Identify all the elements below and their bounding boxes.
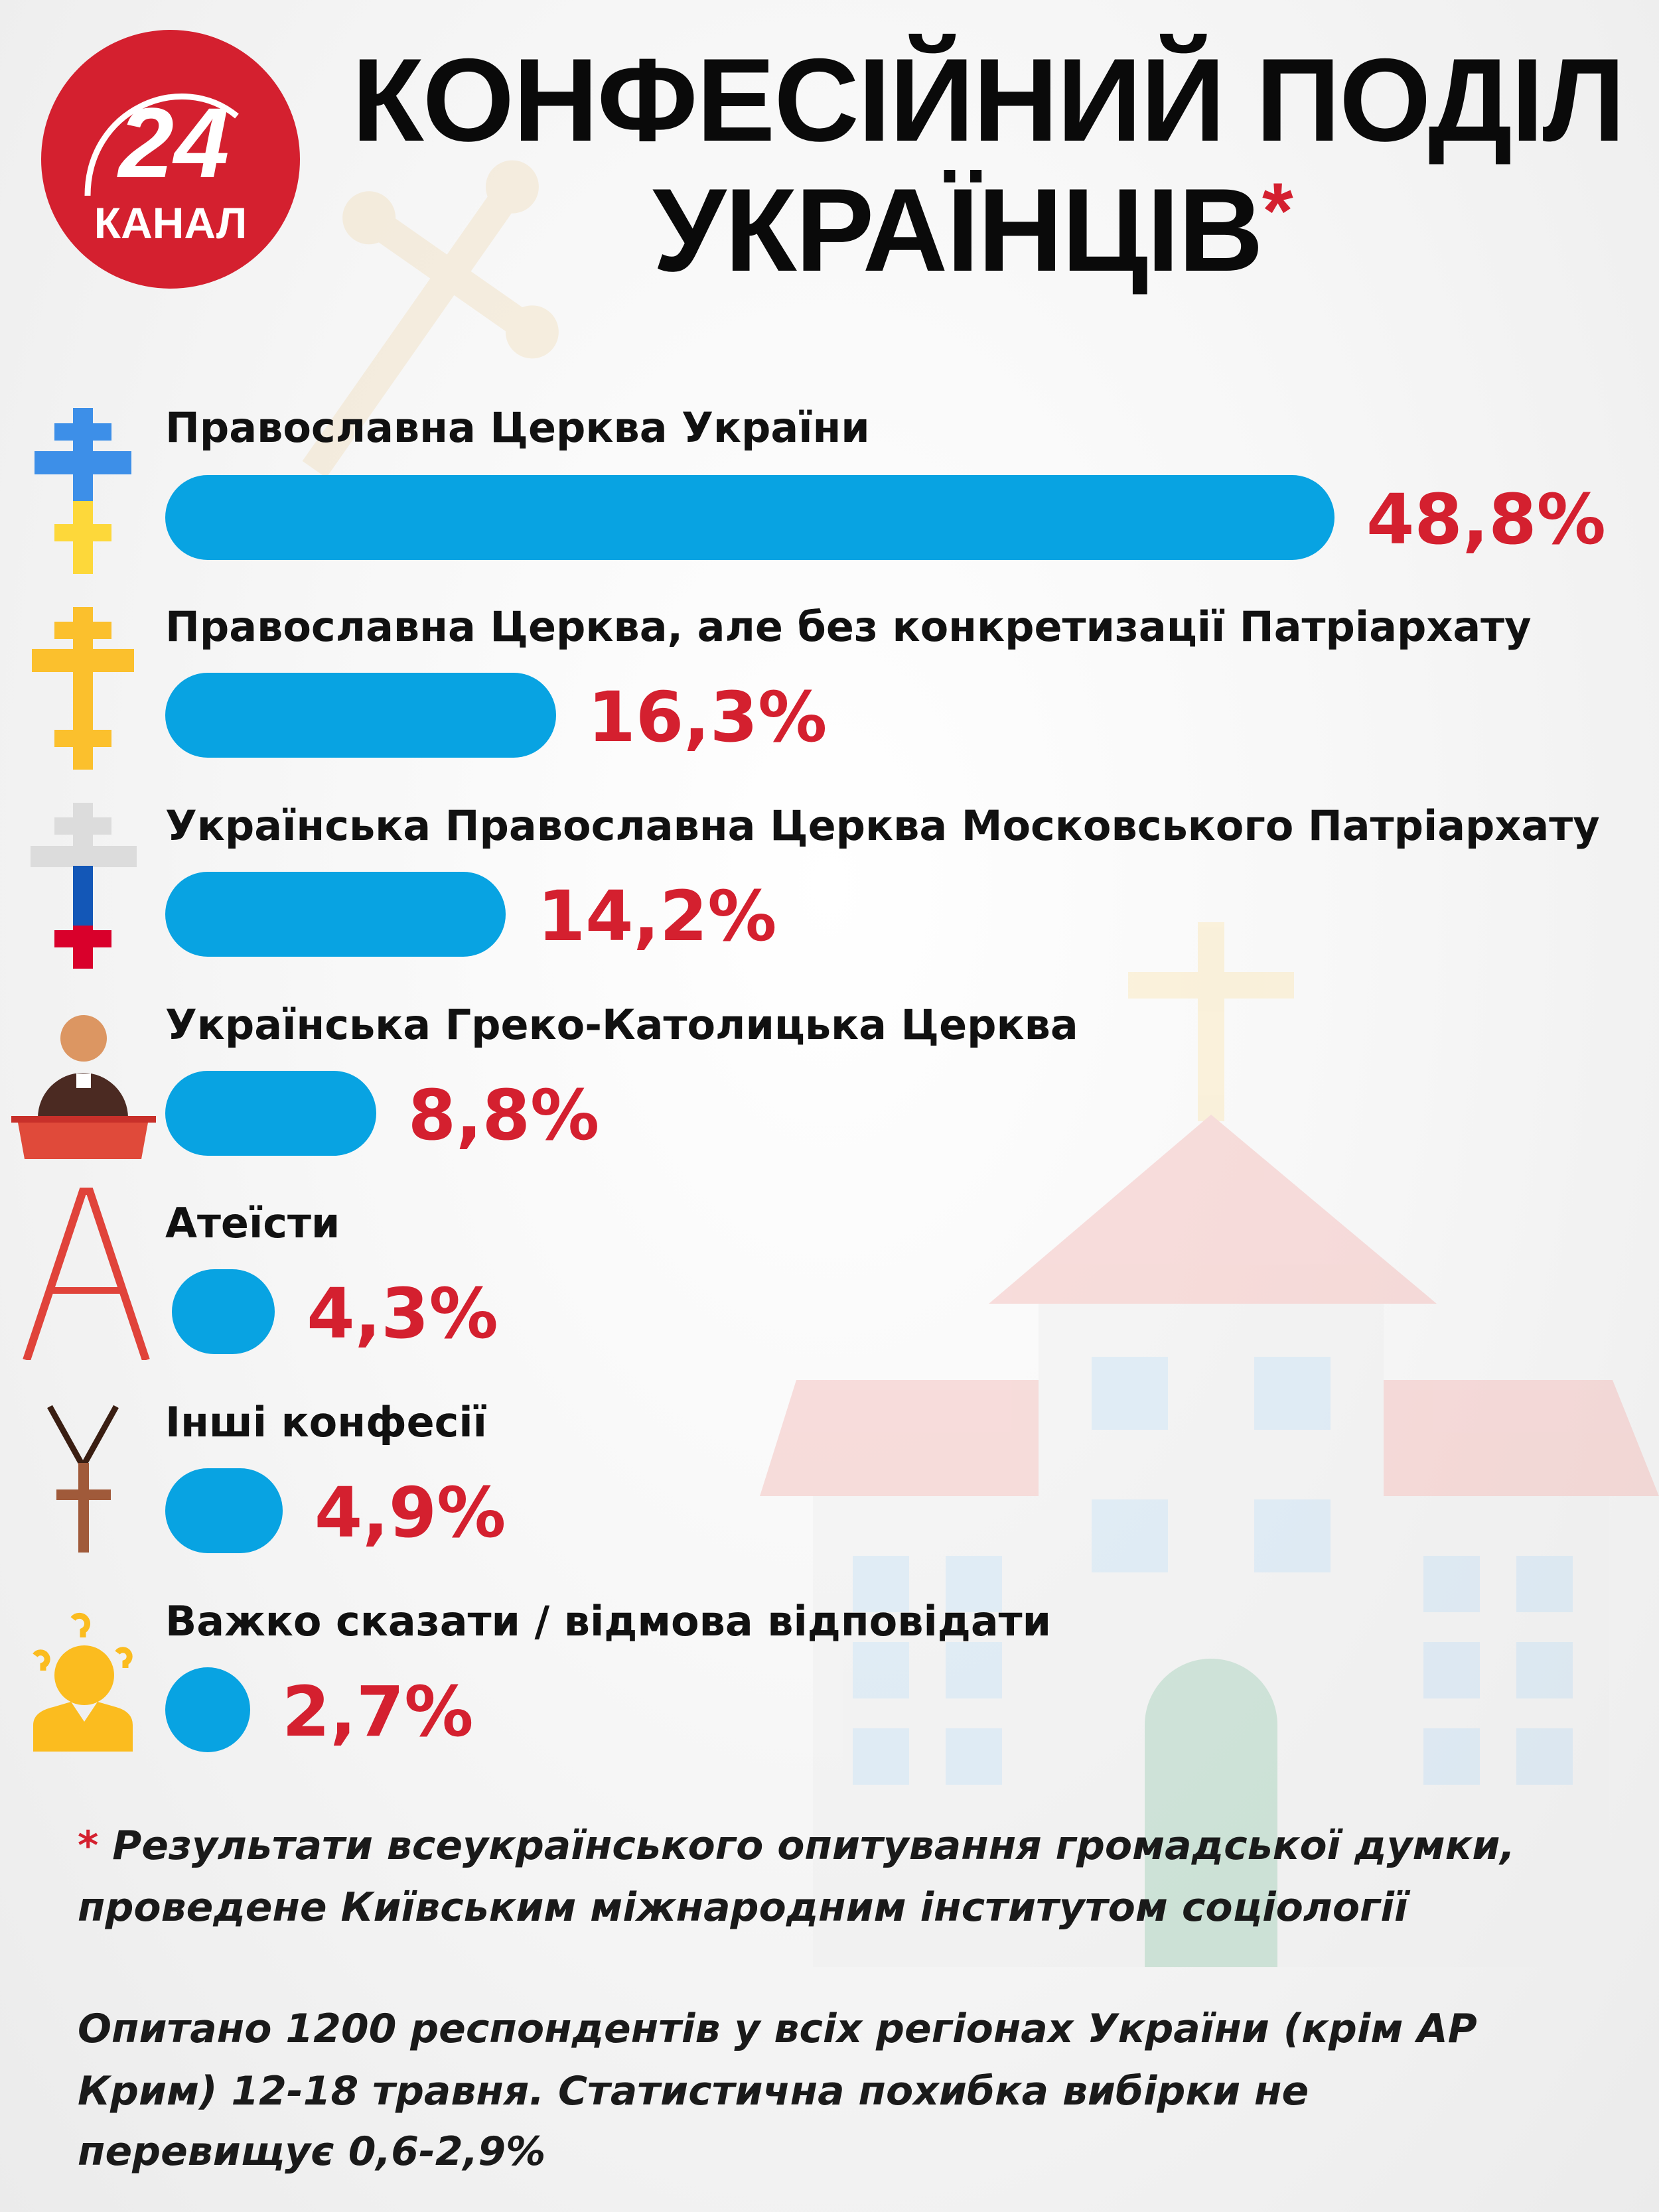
page-title-word: УКРАЇНЦІВ bbox=[652, 164, 1263, 296]
percent-label: 8,8% bbox=[407, 1075, 600, 1156]
percent-label: 4,9% bbox=[314, 1472, 506, 1553]
footnote-line: перевищує 0,6-2,9% bbox=[78, 2128, 546, 2175]
background-cross-icon bbox=[302, 160, 559, 478]
confused-person-icon bbox=[33, 1612, 133, 1752]
category-label: Православна Церква України bbox=[165, 403, 870, 452]
logo-number: 24 bbox=[118, 87, 230, 198]
pendant-cross-icon bbox=[47, 1405, 119, 1553]
logo-text: КАНАЛ bbox=[94, 198, 248, 247]
page-title-line1: КОНФЕСІЙНИЙ ПОДІЛ bbox=[352, 34, 1625, 166]
ukrainian-orthodox-cross-icon bbox=[35, 408, 131, 574]
page-title-line2: УКРАЇНЦІВ* bbox=[352, 171, 1593, 289]
percent-label: 48,8% bbox=[1366, 479, 1606, 560]
category-label: Важко сказати / відмова відповідати bbox=[165, 1597, 1052, 1645]
category-label: Українська Православна Церква Московсько… bbox=[165, 801, 1600, 850]
channel-24-logo: 24 КАНАЛ bbox=[41, 30, 300, 289]
percent-label: 2,7% bbox=[282, 1671, 474, 1752]
logo-swoosh-icon bbox=[84, 93, 239, 196]
footnote-line: проведене Київським міжнародним інститут… bbox=[78, 1884, 1408, 1931]
footnote-line: Опитано 1200 респондентів у всіх регіона… bbox=[78, 2006, 1477, 2052]
russian-flag-cross-icon bbox=[31, 803, 137, 969]
bar bbox=[165, 872, 506, 957]
priest-pulpit-icon bbox=[11, 1015, 156, 1159]
footnote-asterisk: * bbox=[78, 1823, 99, 1869]
percent-label: 14,2% bbox=[537, 876, 777, 957]
category-label: Православна Церква, але без конкретизаці… bbox=[165, 602, 1532, 651]
category-label: Атеїсти bbox=[165, 1199, 340, 1247]
bar bbox=[165, 1667, 250, 1752]
percent-label: 4,3% bbox=[307, 1273, 498, 1354]
category-label: Інші конфесії bbox=[165, 1398, 487, 1446]
bar bbox=[165, 1071, 376, 1156]
percent-label: 16,3% bbox=[587, 677, 828, 758]
footnote-line: * Результати всеукраїнського опитування … bbox=[78, 1826, 1515, 1866]
category-label: Українська Греко-Католицька Церква bbox=[165, 1001, 1078, 1049]
atheist-a-icon bbox=[23, 1188, 150, 1360]
bar bbox=[165, 673, 556, 758]
footnote-line: Крим) 12-18 травня. Статистична похибка … bbox=[78, 2068, 1309, 2114]
bar bbox=[165, 475, 1334, 560]
title-asterisk: * bbox=[1262, 167, 1293, 255]
bar bbox=[172, 1269, 275, 1354]
footnote-text: Результати всеукраїнського опитування гр… bbox=[112, 1823, 1516, 1869]
orthodox-cross-icon bbox=[32, 607, 134, 770]
bar bbox=[165, 1468, 283, 1553]
